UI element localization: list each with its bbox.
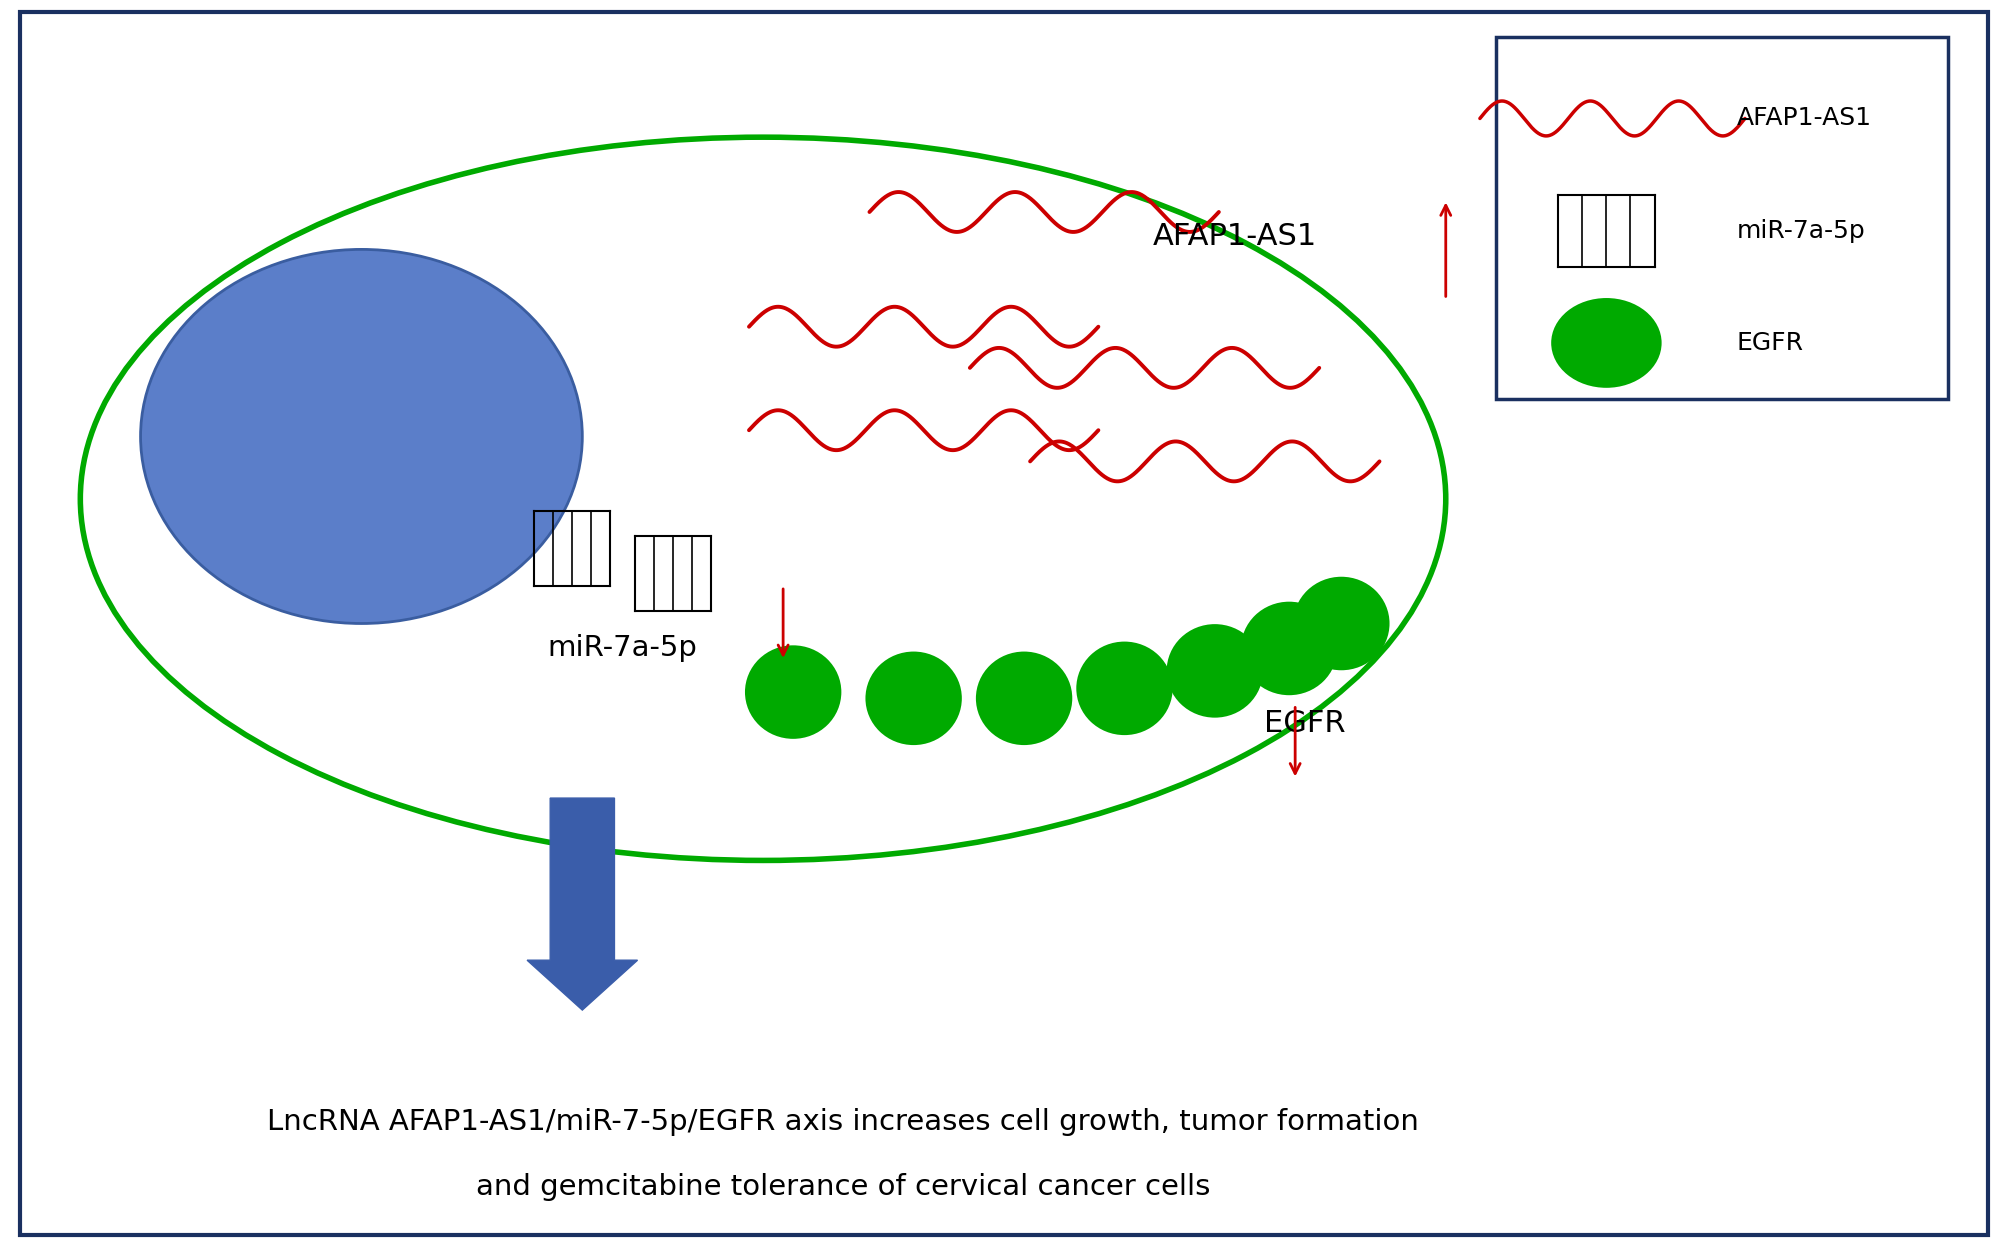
- Text: EGFR: EGFR: [1264, 708, 1345, 738]
- Ellipse shape: [80, 137, 1445, 860]
- Text: AFAP1-AS1: AFAP1-AS1: [1152, 222, 1317, 252]
- Text: EGFR: EGFR: [1736, 330, 1802, 355]
- Ellipse shape: [1240, 602, 1337, 696]
- Text: miR-7a-5p: miR-7a-5p: [548, 635, 696, 662]
- Text: LncRNA AFAP1-AS1/miR-7-5p/EGFR axis increases cell growth, tumor formation: LncRNA AFAP1-AS1/miR-7-5p/EGFR axis incr…: [267, 1109, 1419, 1136]
- Ellipse shape: [1549, 298, 1662, 388]
- Ellipse shape: [1076, 641, 1172, 734]
- FancyArrow shape: [526, 798, 638, 1010]
- Ellipse shape: [140, 249, 582, 624]
- Ellipse shape: [745, 646, 841, 738]
- Ellipse shape: [975, 651, 1072, 746]
- Ellipse shape: [1293, 576, 1389, 671]
- Ellipse shape: [865, 651, 961, 746]
- Text: and gemcitabine tolerance of cervical cancer cells: and gemcitabine tolerance of cervical ca…: [476, 1173, 1210, 1201]
- Ellipse shape: [1166, 624, 1262, 718]
- Bar: [1495, 37, 1947, 399]
- Text: AFAP1-AS1: AFAP1-AS1: [1736, 106, 1871, 131]
- Text: miR-7a-5p: miR-7a-5p: [1736, 218, 1865, 243]
